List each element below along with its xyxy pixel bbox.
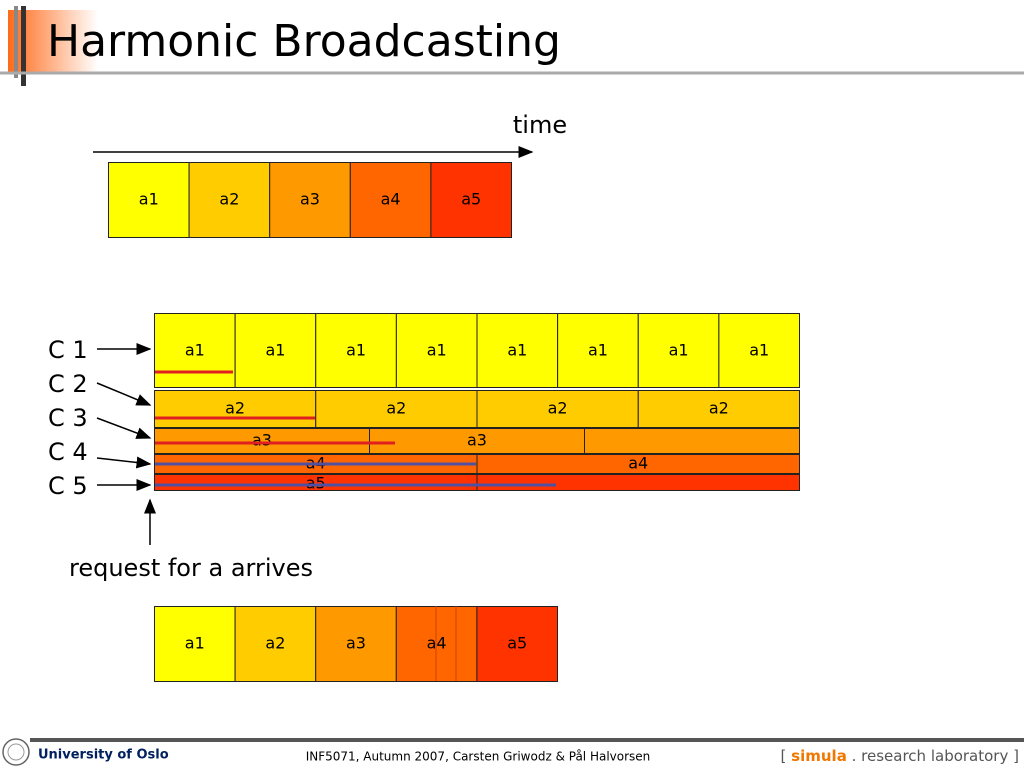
- channel-label: C 1: [48, 336, 88, 364]
- cell-label: a4: [381, 190, 401, 209]
- footer-lab: [ simula . research laboratory ]: [781, 747, 1019, 765]
- channel-label: C 3: [48, 404, 88, 432]
- footer-course: INF5071, Autumn 2007, Carsten Griwodz & …: [306, 750, 651, 764]
- request-label: request for a arrives: [69, 554, 313, 582]
- cell-label: a4: [427, 634, 447, 653]
- cell-label: a3: [252, 431, 272, 450]
- cell-label: a1: [749, 341, 769, 360]
- cell-label: a2: [548, 399, 568, 418]
- cell: [430, 162, 512, 238]
- cell: [154, 428, 370, 454]
- cell: [637, 313, 720, 388]
- time-label: time: [513, 111, 567, 139]
- cell: [234, 606, 317, 682]
- cell: [476, 606, 558, 682]
- bracket: [: [781, 747, 787, 765]
- dot: .: [852, 747, 857, 765]
- cell: [154, 390, 317, 428]
- cell: [154, 313, 236, 388]
- channel-label: C 5: [48, 472, 88, 500]
- cell-label: a1: [669, 341, 689, 360]
- cell: [234, 313, 317, 388]
- cell-label: a1: [507, 341, 527, 360]
- cell-label: a1: [185, 634, 205, 653]
- cell-label: a1: [427, 341, 447, 360]
- cell-label: a1: [185, 341, 205, 360]
- cell-label: a5: [507, 634, 527, 653]
- cell-label: a4: [628, 454, 648, 473]
- footer-university: University of Oslo: [38, 748, 169, 763]
- channel-label: C 2: [48, 370, 88, 398]
- cell: [637, 390, 800, 428]
- lab-name: research laboratory: [861, 747, 1008, 765]
- cell-label: a1: [346, 341, 366, 360]
- university-logo: [7, 743, 25, 761]
- cell-label: a1: [588, 341, 608, 360]
- cell-label: a5: [306, 474, 326, 493]
- university-logo: [2, 738, 30, 766]
- cell: [315, 606, 397, 682]
- title: Harmonic Broadcasting: [47, 16, 561, 67]
- cell: [476, 313, 559, 388]
- cell-label: a5: [461, 190, 481, 209]
- title-bar: [21, 6, 26, 86]
- channel-label: C 4: [48, 438, 88, 466]
- bracket: ]: [1013, 747, 1019, 765]
- cell-label: a3: [300, 190, 320, 209]
- cell: [188, 162, 271, 238]
- cell: [476, 454, 800, 474]
- channel-arrow: [96, 382, 152, 406]
- cell-label: a2: [709, 399, 729, 418]
- cell: [315, 313, 397, 388]
- cell: [476, 474, 800, 491]
- channel-arrow: [96, 456, 152, 469]
- cell-label: a2: [219, 190, 239, 209]
- simula: simula: [791, 747, 847, 765]
- cell: [395, 313, 478, 388]
- cell-label: a3: [346, 634, 366, 653]
- cell-label: a2: [386, 399, 406, 418]
- cell-label: a3: [467, 431, 487, 450]
- channel-arrow: [96, 417, 152, 439]
- cell: [315, 390, 478, 428]
- cells: a1 a2 a3 a4 a5 a1 a2 a3 a4 a5 a1 a1 a1 a1 a1 a1 a1 a1 a2 a2…: [108, 162, 800, 682]
- cell-label: a1: [139, 190, 159, 209]
- cell: [584, 428, 800, 454]
- cell: [395, 606, 478, 682]
- title-bar: [14, 6, 18, 78]
- cell-label: a1: [265, 341, 285, 360]
- cell: [718, 313, 800, 388]
- cell: [557, 313, 639, 388]
- cell-label: a2: [265, 634, 285, 653]
- cell-label: a2: [225, 399, 245, 418]
- cell: [108, 162, 190, 238]
